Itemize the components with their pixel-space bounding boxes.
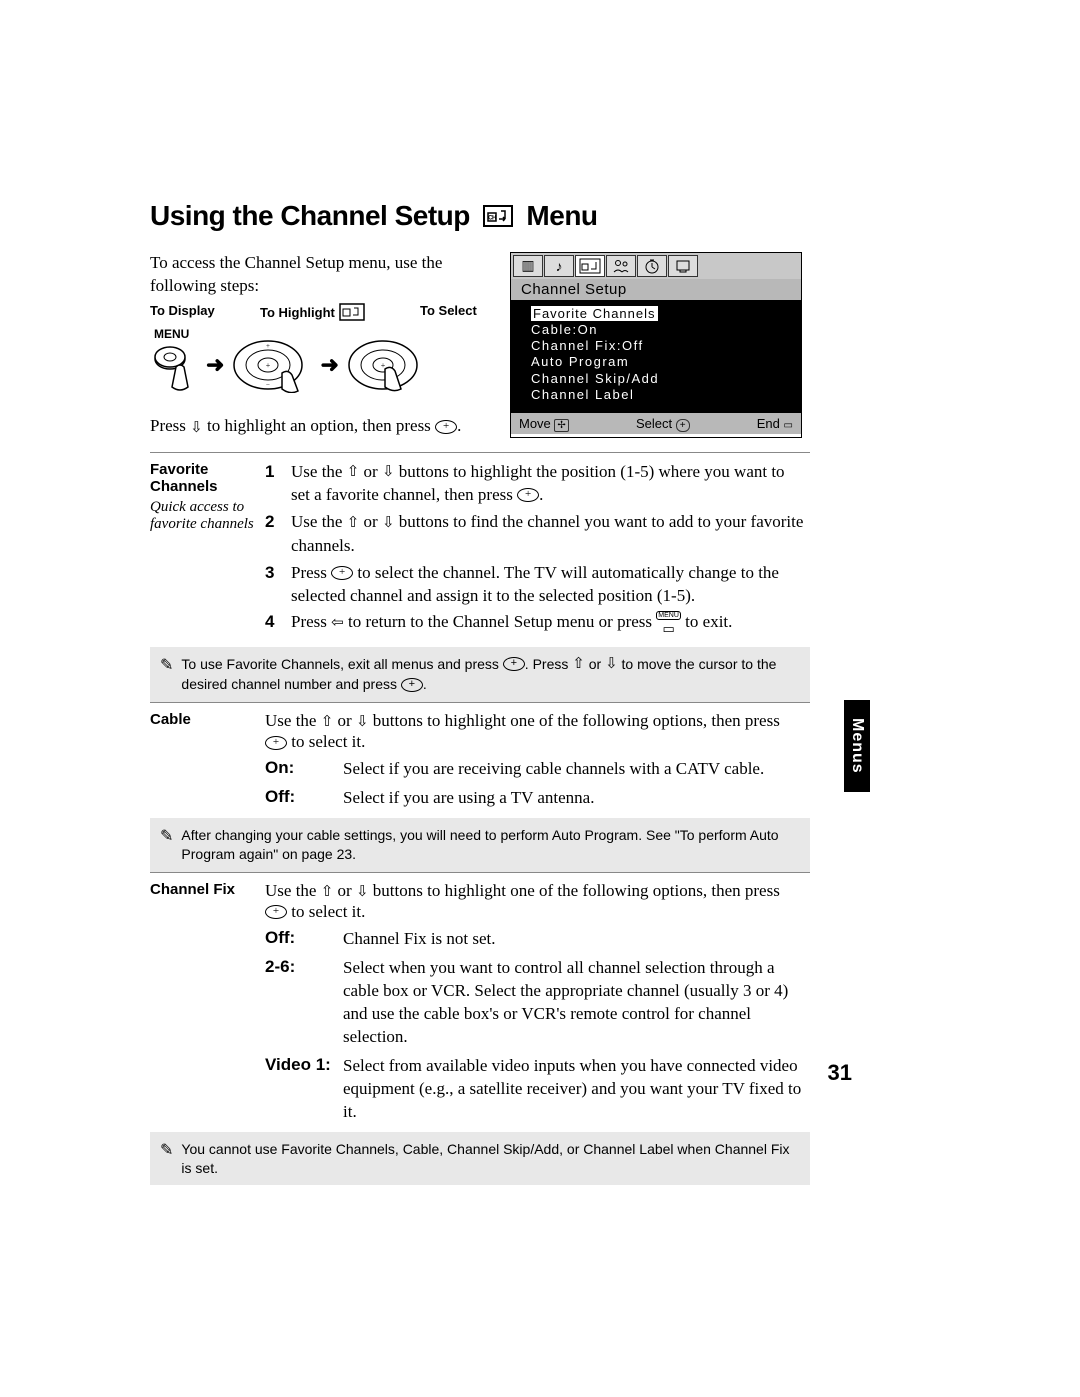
svg-text:+: + (266, 342, 270, 350)
enter-icon (265, 736, 287, 750)
enter-icon (331, 566, 353, 580)
enter-icon (517, 488, 539, 502)
title-pre: Using the Channel Setup (150, 200, 470, 231)
cable-body: Use the or buttons to highlight one of t… (265, 703, 810, 818)
page-content: Using the Channel Setup CH Menu To acces… (150, 200, 810, 1185)
osd-item-auto: Auto Program (531, 354, 789, 370)
channel-setup-icon: CH (483, 202, 513, 234)
down-arrow-icon (605, 654, 618, 674)
arrow-icon: ➜ (206, 352, 224, 378)
enter-icon (265, 905, 287, 919)
osd-item-skip: Channel Skip/Add (531, 371, 789, 387)
dpad-highlight-icon: + + − (232, 337, 312, 393)
favorite-note: ✎ To use Favorite Channels, exit all men… (150, 647, 810, 702)
section-tab: Menus (844, 700, 870, 792)
step-headers: To Display To Highlight To Select (150, 303, 500, 321)
header-highlight: To Highlight (260, 303, 420, 321)
down-arrow-icon (356, 711, 369, 731)
page-title: Using the Channel Setup CH Menu (150, 200, 810, 234)
osd-footer: Move ✢ Select + End ▭ (511, 413, 801, 434)
chfix-26-label: 2-6: (265, 957, 343, 1049)
enter-icon (401, 678, 423, 692)
note-icon: ✎ (160, 1140, 173, 1178)
osd-tab-setup (668, 255, 698, 277)
up-arrow-icon (321, 711, 334, 731)
chfix-26-body: Select when you want to control all chan… (343, 957, 806, 1049)
osd-title: Channel Setup (511, 279, 801, 300)
osd-tab-timer (637, 255, 667, 277)
menu-inline-icon: MENU▭ (656, 615, 681, 633)
osd-item-favorite: Favorite Channels (531, 306, 658, 321)
cable-on-body: Select if you are receiving cable channe… (343, 758, 806, 781)
osd-tab-parent (606, 255, 636, 277)
osd-screenshot: ▥ ♪ Channel Setup Favorite Channels Cabl (510, 252, 802, 438)
menu-label: MENU (154, 327, 198, 341)
chfix-video1-label: Video 1: (265, 1055, 343, 1124)
enter-icon (435, 420, 457, 434)
enter-icon (503, 657, 525, 671)
intro-text: To access the Channel Setup menu, use th… (150, 252, 500, 298)
channelfix-note: ✎ You cannot use Favorite Channels, Cabl… (150, 1132, 810, 1186)
osd-item-label: Channel Label (531, 387, 789, 403)
chfix-off-body: Channel Fix is not set. (343, 928, 806, 951)
up-arrow-icon (347, 460, 360, 483)
step-diagrams: MENU ➜ + + − (150, 327, 500, 402)
menu-button-icon (150, 343, 198, 397)
cable-off-body: Select if you are using a TV antenna. (343, 787, 806, 810)
up-arrow-icon (347, 511, 360, 534)
intro-row: To access the Channel Setup menu, use th… (150, 252, 810, 438)
favorite-steps: 1 Use the or buttons to highlight the po… (265, 461, 806, 635)
arrow-icon-2: ➜ (320, 352, 338, 378)
channelfix-body: Use the or buttons to highlight one of t… (265, 873, 810, 1132)
page-number: 31 (828, 1060, 852, 1086)
svg-text:CH: CH (488, 215, 496, 221)
favorite-sublabel: Quick access to favorite channels (150, 499, 259, 533)
osd-item-chfix: Channel Fix:Off (531, 338, 789, 354)
chfix-off-label: Off: (265, 928, 343, 951)
down-arrow-icon (382, 511, 395, 534)
svg-text:+: + (266, 361, 271, 370)
osd-tabs: ▥ ♪ (511, 253, 801, 279)
up-arrow-icon (321, 881, 334, 901)
dpad-select-icon: + (347, 337, 427, 393)
header-display: To Display (150, 303, 260, 321)
chfix-video1-body: Select from available video inputs when … (343, 1055, 806, 1124)
cable-off-label: Off: (265, 787, 343, 810)
cable-label: Cable (150, 703, 265, 818)
down-arrow-icon (356, 881, 369, 901)
header-select: To Select (420, 303, 490, 321)
channel-small-icon (339, 303, 365, 321)
cable-note: ✎ After changing your cable settings, yo… (150, 818, 810, 872)
favorite-label: Favorite Channels Quick access to favori… (150, 452, 265, 647)
svg-text:−: − (266, 381, 270, 389)
title-post: Menu (526, 200, 597, 231)
down-arrow-icon (382, 460, 395, 483)
note-icon: ✎ (160, 826, 173, 864)
osd-tab-audio: ♪ (544, 255, 574, 277)
left-arrow-icon (331, 611, 344, 634)
osd-item-cable: Cable:On (531, 322, 789, 338)
content-table: Favorite Channels Quick access to favori… (150, 452, 810, 1186)
osd-menu-items: Favorite Channels Cable:On Channel Fix:O… (511, 300, 801, 414)
press-line: Press to highlight an option, then press… (150, 416, 500, 437)
down-arrow-icon (190, 417, 203, 437)
cable-on-label: On: (265, 758, 343, 781)
osd-tab-channel (575, 255, 605, 277)
note-icon: ✎ (160, 655, 173, 694)
channelfix-label: Channel Fix (150, 873, 265, 1132)
osd-tab-video: ▥ (513, 255, 543, 277)
up-arrow-icon (572, 654, 585, 674)
